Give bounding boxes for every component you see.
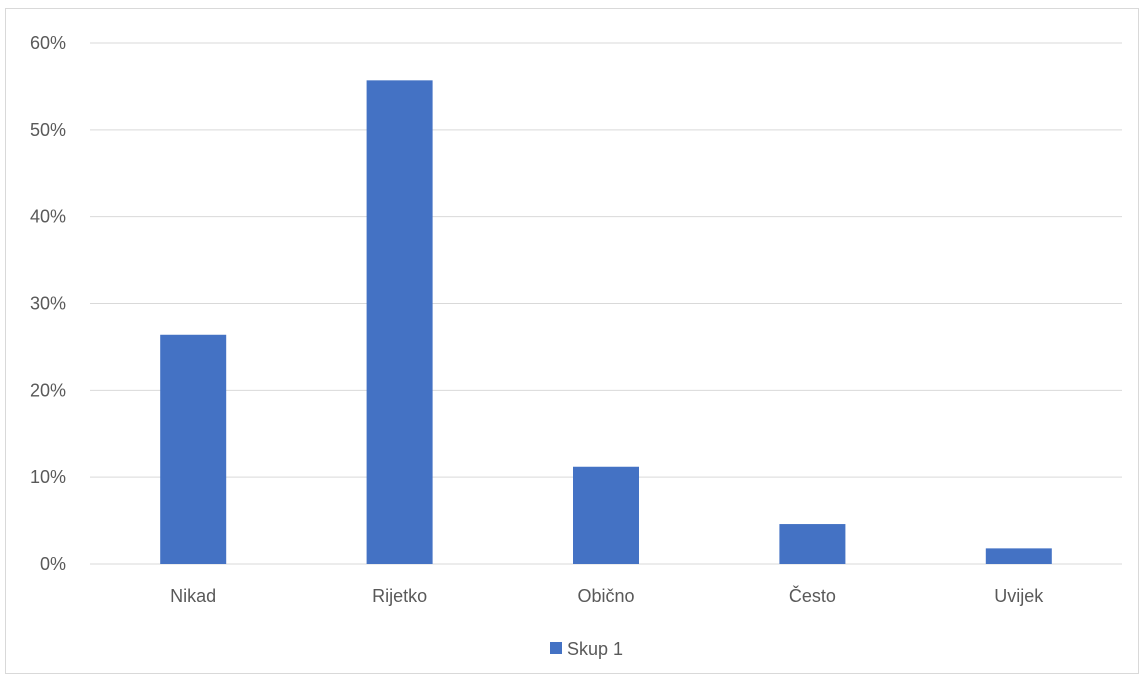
bar	[779, 524, 846, 564]
gridlines	[90, 42, 1122, 565]
x-tick-label: Nikad	[170, 586, 216, 606]
legend-swatch	[550, 642, 562, 654]
y-tick-label: 40%	[30, 207, 66, 227]
x-tick-label: Često	[789, 585, 836, 606]
y-tick-label: 50%	[30, 120, 66, 140]
legend: Skup 1	[550, 639, 623, 659]
bar	[366, 80, 433, 565]
x-axis-tick-labels: Nikad Rijetko Obično Često Uvijek	[170, 585, 1044, 606]
bars	[160, 80, 1052, 565]
x-tick-label: Rijetko	[372, 586, 427, 606]
y-tick-label: 0%	[40, 554, 66, 574]
bar	[573, 466, 639, 564]
y-tick-label: 20%	[30, 380, 66, 400]
bar	[160, 334, 227, 564]
legend-label: Skup 1	[567, 639, 623, 659]
x-tick-label: Obično	[577, 586, 634, 606]
y-tick-label: 10%	[30, 467, 66, 487]
x-tick-label: Uvijek	[994, 586, 1044, 606]
bar	[985, 548, 1052, 564]
y-tick-label: 60%	[30, 33, 66, 53]
y-axis-tick-labels: 0% 10% 20% 30% 40% 50% 60%	[30, 33, 66, 574]
y-tick-label: 30%	[30, 294, 66, 314]
